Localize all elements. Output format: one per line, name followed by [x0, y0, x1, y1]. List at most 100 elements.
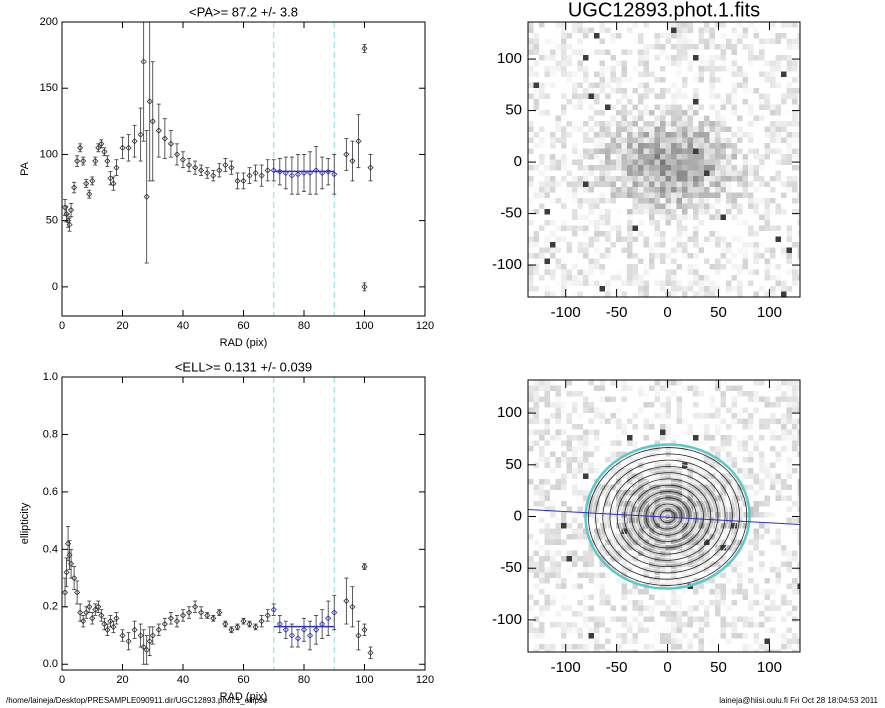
pixel [770, 154, 776, 160]
pixel [753, 126, 760, 133]
pixel [764, 506, 771, 513]
pixel [544, 396, 551, 403]
pixel [737, 264, 743, 270]
point [95, 144, 102, 151]
pixel [742, 429, 749, 436]
pixel [632, 203, 639, 210]
pixel [770, 121, 776, 127]
pixel [627, 280, 633, 287]
pixel [676, 435, 683, 441]
pixel [775, 110, 782, 116]
pixel [610, 49, 617, 56]
pixel [588, 22, 595, 28]
pixel [566, 539, 573, 546]
pixel [638, 506, 644, 513]
pixel [759, 528, 765, 535]
pixel [660, 77, 666, 83]
pixel [709, 99, 716, 105]
pixel [616, 534, 622, 540]
pixel [555, 159, 562, 166]
pixel [550, 93, 556, 100]
pixel [775, 99, 782, 105]
pixel [737, 22, 743, 28]
pixel [654, 55, 661, 61]
pixel [566, 93, 573, 100]
pixel [632, 258, 639, 265]
pixel [687, 22, 694, 28]
pixel [720, 479, 727, 485]
pixel [770, 236, 776, 243]
pixel [616, 93, 622, 100]
pixel [687, 126, 694, 133]
pixel [660, 154, 666, 160]
pixel [599, 385, 606, 392]
pixel [753, 170, 760, 177]
pixel [759, 209, 765, 215]
pixel [731, 137, 738, 144]
pixel [797, 187, 800, 193]
pixel [720, 396, 727, 403]
pixel [775, 77, 782, 83]
pixel [731, 187, 738, 193]
pixel [797, 132, 800, 138]
point [282, 169, 289, 177]
pixel [665, 264, 672, 270]
pixel [704, 154, 710, 160]
pixel [797, 424, 800, 430]
pixel [544, 523, 551, 529]
pixel [638, 495, 644, 502]
pixel [638, 242, 644, 248]
pixel [764, 154, 771, 160]
pixel [572, 506, 578, 513]
pixel [583, 203, 589, 210]
pixel [715, 33, 721, 39]
pixel [764, 380, 771, 386]
pixel [715, 231, 721, 237]
pixel [731, 479, 738, 485]
pixel [561, 82, 567, 89]
pixel [528, 231, 534, 237]
pixel [550, 165, 556, 171]
pixel [577, 209, 584, 215]
pixel [654, 148, 661, 155]
pixel [616, 440, 622, 447]
pixel [775, 214, 782, 221]
pixel [715, 490, 721, 496]
pixel [715, 132, 721, 138]
pixel [610, 429, 617, 436]
pixel [660, 225, 666, 232]
pixel [627, 286, 633, 292]
pixel [660, 192, 666, 199]
pixel [737, 269, 743, 276]
pixel [643, 165, 650, 171]
pixel [715, 66, 721, 72]
pixel [682, 27, 688, 34]
pixel [671, 220, 677, 226]
pixel [753, 413, 760, 419]
pixel [528, 203, 534, 210]
pixel [627, 33, 633, 39]
pixel [797, 121, 800, 127]
pixel [687, 60, 694, 67]
pixel [748, 170, 754, 177]
pixel [583, 60, 589, 67]
pixel [555, 539, 562, 546]
pixel [572, 77, 578, 83]
pixel [676, 561, 683, 568]
pixel [786, 539, 793, 546]
pixel [682, 407, 688, 414]
pixel [786, 556, 793, 562]
pixel [775, 495, 782, 502]
pixel [781, 220, 787, 226]
pixel [737, 556, 743, 562]
pixel [643, 291, 650, 297]
pixel [566, 176, 573, 182]
pixel [726, 22, 732, 28]
pixel [665, 132, 672, 138]
pixel [792, 391, 798, 397]
pixel [770, 539, 776, 546]
pixel [764, 143, 771, 149]
pixel [671, 66, 677, 72]
pixel [748, 479, 754, 485]
pixel [610, 60, 617, 67]
